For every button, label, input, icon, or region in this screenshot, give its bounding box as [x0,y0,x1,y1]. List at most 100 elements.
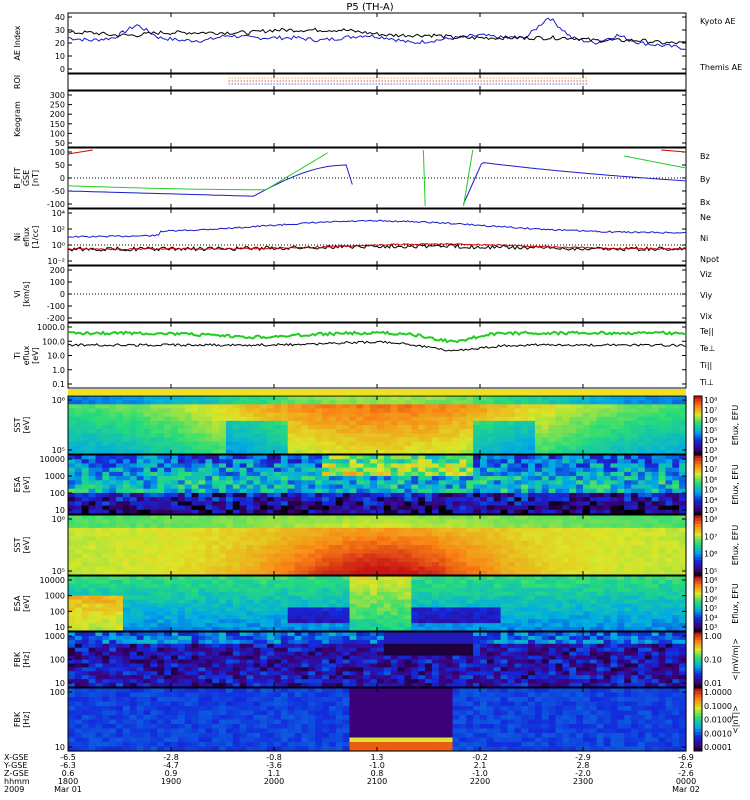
esa_e-cell [287,599,296,605]
sst_i-cell [466,400,474,405]
sst_e-cell [232,515,241,520]
esa_i-cell [541,476,550,481]
sst_e-cell [377,540,385,546]
sst_e-cell [507,540,515,546]
esa_i-cell [198,467,206,473]
sst_i-cell [528,429,536,434]
esa_i-cell [356,509,364,515]
esa_i-cell [356,471,364,477]
esa_i-cell [521,505,529,511]
sst_e-cell [631,566,639,572]
esa_i-cell [390,480,399,486]
sst_i-cell [342,441,351,447]
sst_i-cell [177,449,186,455]
sst_e-colorbar-cell [694,524,702,528]
esa_e-cell [287,611,296,616]
esa_i-cell [658,455,666,460]
sst_i-cell [349,445,357,451]
esa_e-cell [349,619,357,624]
sst_i-cell [109,445,117,451]
esa_i-cell [425,455,433,460]
sst_i-cell [507,420,515,426]
esa_e-cell [253,595,261,601]
esa_i-cell [308,459,316,465]
esa_e-cell [232,591,241,597]
sst_e-cell [328,540,337,546]
sst_e-cell [225,566,234,572]
sst_i-cell [596,425,605,430]
sst_i-cell [637,433,646,439]
sst_i-cell [308,400,316,405]
sst_e-cell [102,570,110,576]
sst_i-cell [624,408,632,414]
esa_i-cell [280,455,289,460]
esa_e-cell [191,615,200,620]
esa_i-cell [212,455,220,460]
esa_i-cell [328,488,337,494]
sst_e-cell [665,549,673,555]
sst_e-cell [383,536,392,542]
esa_i-cell [315,463,323,469]
esa_i-cell [253,463,261,469]
sst_i-cell [328,433,337,439]
esa_i-cell [198,476,206,481]
sst_i-cell [267,404,275,410]
esa_i-cell [583,488,591,494]
esa_e-cell [129,627,138,632]
sst_e-cell [397,545,406,550]
esa_i-cell [425,484,433,490]
esa_e-cell [191,587,200,593]
sst_e-cell [644,536,653,542]
sst_i-cell [500,396,509,401]
esa_i-cell [493,492,502,498]
esa_i-cell [603,509,612,515]
sst_i-cell [617,441,625,447]
sst_e-cell [624,515,632,520]
sst_e-cell [596,557,605,563]
esa_e-cell [74,587,83,593]
esa_e-cell [473,607,481,612]
esa_i-cell [562,497,570,502]
esa_e-cell [136,595,145,601]
sst_e-cell [109,557,117,563]
sst_i-cell [473,400,481,405]
sst_e-cell [596,515,605,520]
esa_i-cell [459,492,467,498]
sst_i-cell [205,449,213,455]
sst_e-cell [555,562,563,568]
esa_i-cell [672,509,680,515]
sst_e-cell [589,527,598,533]
esa_i-cell [232,509,241,515]
esa_i-cell [349,488,357,494]
sst_e-cell [438,540,447,546]
esa_e-cell [383,607,392,612]
sst_e-cell [507,532,515,538]
esa_e-cell [370,603,378,609]
esa_i-cell [377,463,385,469]
sst_i-cell [541,404,550,410]
esa_i-cell [466,455,474,460]
esa_i-cell [328,484,337,490]
esa_i-cell [219,463,227,469]
sst_i-cell [480,437,488,443]
sst_e-cell [500,557,509,563]
esa_i-cell [493,480,502,486]
esa_i-cell [596,492,605,498]
sst_e-cell [507,523,515,529]
sst_i-cell [363,429,371,434]
esa_i-cell [88,488,97,494]
sst_e-cell [143,515,151,520]
sst_e-cell [136,540,145,546]
esa_e-cell [315,599,323,605]
sst_e-cell [651,519,660,525]
esa_e-cell [342,623,351,628]
esa_e-cell [171,591,179,597]
sst_e-cell [493,527,502,533]
sst_i-cell [171,425,179,430]
esa_e-cell [122,623,131,628]
sst_i-cell [171,416,179,422]
esa_i-cell [425,497,433,502]
esa_e-cell [500,583,509,589]
sst_i-cell [486,425,495,430]
sst_i-cell [280,412,289,418]
